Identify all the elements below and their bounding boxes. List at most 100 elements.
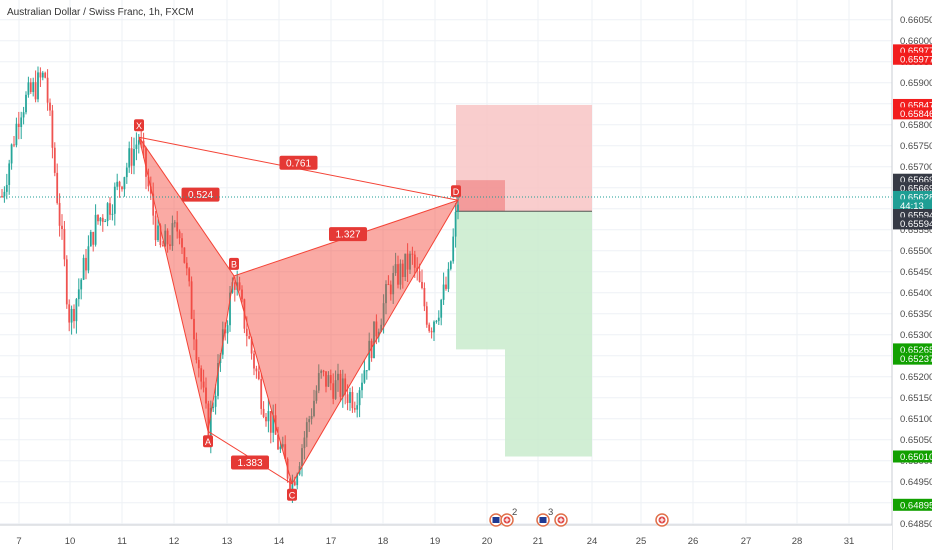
candle-body — [104, 221, 107, 223]
candle-body — [214, 395, 217, 407]
candle-body — [272, 415, 275, 433]
time-axis-bg — [0, 525, 892, 550]
candle-body — [27, 82, 30, 95]
ratio-label-text: 0.524 — [188, 190, 213, 201]
price-tick-label: 0.65350 — [900, 309, 932, 320]
candle-body — [116, 181, 119, 187]
candle-body — [205, 387, 207, 404]
price-tick-label: 0.65200 — [900, 372, 932, 383]
candle-body — [49, 102, 51, 111]
point-label-text: X — [136, 121, 142, 131]
ratio-label-bg — [231, 455, 269, 470]
candle-body — [447, 268, 450, 289]
candle-body — [281, 444, 284, 447]
price-tag-label: 0.65977 — [900, 46, 932, 57]
position-zones[interactable] — [456, 104, 592, 457]
candle-body — [356, 405, 359, 410]
candle-body — [101, 217, 104, 222]
pattern-point-b: B — [229, 257, 239, 270]
candle-body — [317, 373, 320, 391]
event-icon[interactable] — [655, 513, 669, 527]
candle-body — [392, 273, 395, 295]
ratio-label-text: 1.327 — [335, 230, 360, 241]
candle-body — [152, 193, 155, 216]
price-tick-label: 0.65800 — [900, 120, 932, 131]
price-tag-bg — [893, 199, 932, 212]
time-tick-label: 27 — [741, 536, 752, 547]
point-label-text: A — [205, 437, 211, 447]
candle-body — [193, 318, 195, 340]
flag-fill — [539, 517, 547, 523]
candle-body — [135, 144, 138, 150]
candle-body — [166, 230, 169, 245]
ratio-label: 0.761 — [279, 155, 318, 170]
price-tag: 0.65237 — [893, 352, 932, 365]
candle-body — [296, 474, 299, 486]
event-icon[interactable] — [554, 513, 568, 527]
candle-body — [327, 375, 330, 387]
candle-body — [245, 328, 248, 337]
candle-body — [440, 299, 443, 318]
candle-body — [92, 232, 95, 245]
candle-body — [3, 191, 6, 197]
candle-body — [233, 282, 236, 290]
candle-body — [320, 370, 323, 374]
harmonic-pattern[interactable]: 0.761 0.524 1.327 1.383 X A B C D — [134, 119, 461, 501]
candle-body — [178, 231, 181, 239]
price-tag-label: 0.65847 — [900, 100, 932, 111]
flag-icon[interactable] — [489, 513, 503, 527]
candle-body — [437, 317, 440, 321]
price-tag: 0.65594 — [893, 217, 932, 230]
event-icon[interactable]: 2 — [500, 507, 517, 527]
candle-body — [94, 214, 97, 245]
candle-body — [332, 383, 335, 399]
candle-body — [382, 303, 385, 325]
candle-body — [351, 392, 354, 409]
candle-body — [260, 379, 263, 409]
event-cross-h — [558, 519, 564, 521]
event-cross-h — [659, 519, 665, 521]
candle-body — [397, 264, 399, 285]
candle-body — [37, 72, 39, 100]
candle-body — [404, 253, 407, 277]
price-tick-label: 0.65450 — [900, 267, 932, 278]
candle-body — [353, 408, 356, 410]
candle-body — [173, 222, 176, 224]
candle-body — [161, 244, 164, 247]
chart-title: Australian Dollar / Swiss Franc, 1h, FXC… — [7, 7, 194, 18]
flag-icon[interactable]: 3 — [536, 507, 553, 527]
candle-body — [255, 368, 258, 372]
candle-body — [5, 184, 8, 192]
candle-body — [421, 281, 423, 288]
pattern-point-d: D — [451, 185, 461, 198]
target-zone-2 — [505, 211, 592, 457]
candle-body — [303, 437, 306, 449]
time-axis[interactable]: 7 10 11 12 13 14 17 18 19 20 21 24 25 26 27 28 31 — [0, 524, 892, 550]
candle-body — [284, 444, 287, 459]
candle-body — [413, 254, 416, 268]
pattern-point-c: C — [287, 488, 297, 501]
target-zone-1 — [456, 211, 505, 350]
time-tick-label: 11 — [117, 536, 127, 547]
candle-body — [73, 308, 75, 322]
price-tick-label: 0.65500 — [900, 246, 932, 257]
price-tag-label: 0.65594 — [900, 211, 932, 222]
candle-body — [337, 373, 339, 381]
candle-body — [293, 481, 296, 486]
candle-body — [128, 148, 131, 168]
candle-body — [250, 338, 253, 354]
candle-body — [15, 123, 18, 146]
candle-body — [226, 325, 229, 334]
candle-body — [269, 411, 272, 433]
point-label-bg — [134, 119, 144, 132]
candle-body — [125, 167, 128, 178]
candle-body — [325, 371, 327, 387]
candle-body — [257, 371, 260, 380]
candle-body — [445, 284, 447, 289]
price-axis[interactable]: 0.660500.660000.659500.659000.658500.658… — [891, 0, 932, 550]
candle-body — [315, 390, 318, 401]
chart-grid — [0, 0, 892, 525]
price-tag-label: 0.65237 — [900, 354, 932, 365]
